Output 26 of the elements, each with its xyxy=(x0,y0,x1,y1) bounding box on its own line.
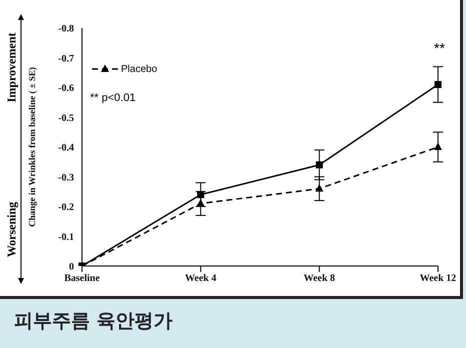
point xyxy=(434,142,442,150)
point xyxy=(434,81,442,88)
x-tick-label: Baseline xyxy=(64,273,100,284)
y-tick-label: -0.8 xyxy=(58,24,74,35)
y-tick-label: -0.6 xyxy=(58,83,74,94)
y-tick-label: 0 xyxy=(69,262,74,273)
y-axis-title: Change in Wrinkles from baseline ( ± SE) xyxy=(27,67,38,227)
y-tick-label: -0.1 xyxy=(58,232,74,243)
y-tick-label: -0.3 xyxy=(58,172,74,184)
text: 피부주름 육안평가 xyxy=(14,309,173,334)
legend-label: Placebo xyxy=(121,64,158,74)
point xyxy=(196,199,205,207)
y-tick-label: -0.5 xyxy=(58,112,74,124)
annotation: ** p<0.01 xyxy=(90,92,136,104)
x-tick-label: Week 4 xyxy=(184,273,216,284)
x-tick-label: Week 8 xyxy=(304,273,336,284)
y-tick-label: -0.7 xyxy=(58,53,74,64)
annotation: ** xyxy=(434,40,445,56)
point xyxy=(197,191,204,198)
y-tick-label: -0.2 xyxy=(58,202,74,214)
text: Worsening xyxy=(4,200,20,260)
point xyxy=(315,184,324,192)
point xyxy=(316,161,323,168)
x-tick-label: Week 12 xyxy=(420,273,456,284)
text: Improvement xyxy=(4,32,20,104)
y-tick-label: -0.4 xyxy=(58,142,74,154)
